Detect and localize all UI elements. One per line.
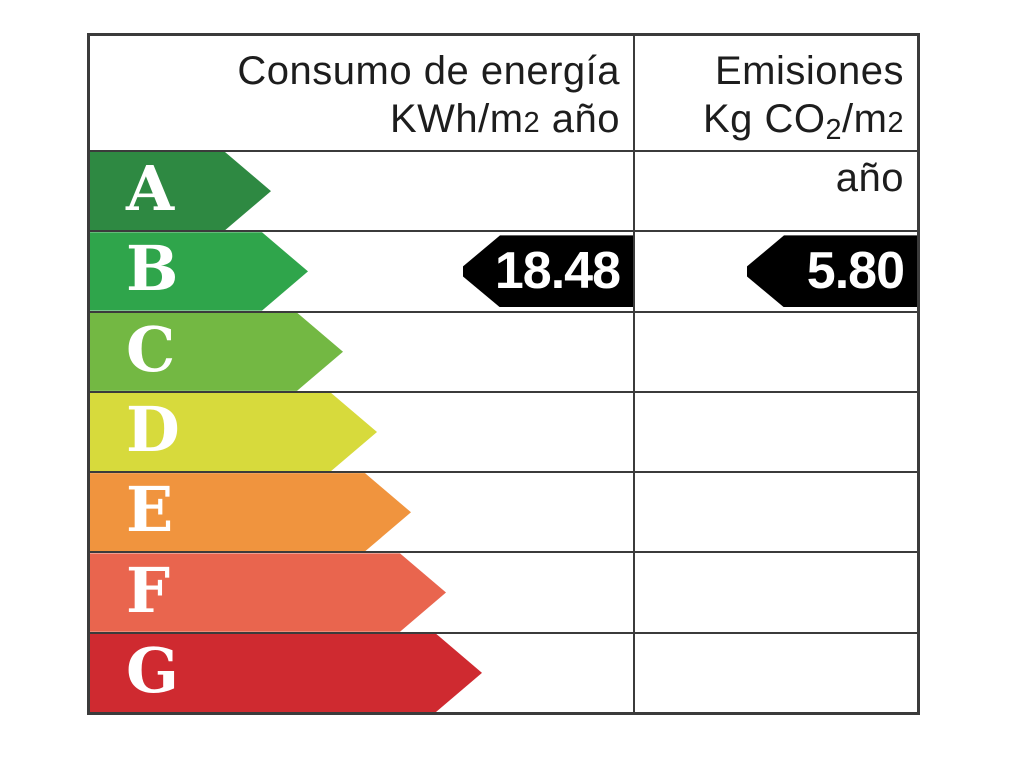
consumption-value-arrow: 18.48 [463, 235, 633, 308]
rating-row-consumption-cell: A 18.48 [90, 152, 633, 230]
energy-rating-label: Consumo de energía KWh/m2 año Emisiones … [87, 33, 920, 715]
rating-row-consumption-cell: C 18.48 [90, 313, 633, 391]
emissions-co2-subscript: 2 [825, 113, 843, 146]
consumption-header: Consumo de energía KWh/m2 año [90, 36, 633, 150]
rating-letter: F [126, 553, 171, 627]
consumption-value: 18.48 [494, 242, 621, 301]
rating-row-consumption-cell: D 18.48 [90, 393, 633, 471]
rating-row-emissions-cell: 5.80 [633, 633, 917, 712]
rating-row: C 18.48 5.80 [90, 310, 917, 391]
rating-arrow: A [90, 152, 271, 230]
rating-arrow: E [90, 473, 411, 551]
rating-rows: A 18.48 5.80 B 18.48 5.80 [90, 150, 917, 712]
rating-row-consumption-cell: B 18.48 [90, 232, 633, 310]
rating-row-emissions-cell: 5.80 [633, 312, 917, 391]
rating-row: D 18.48 5.80 [90, 390, 917, 472]
rating-letter: A [126, 152, 175, 226]
header-row: Consumo de energía KWh/m2 año Emisiones … [90, 36, 917, 200]
emissions-header: Emisiones Kg CO2/m2 año [633, 36, 917, 200]
rating-row: A 18.48 5.80 [90, 150, 917, 231]
rating-row-emissions-cell: 5.80 [633, 152, 917, 231]
consumption-unit: KWh/m2 año [390, 97, 620, 141]
rating-row-emissions-cell: 5.80 [633, 392, 917, 472]
rating-row: G 18.48 5.80 [90, 631, 917, 712]
emissions-title: Emisiones [714, 49, 904, 93]
rating-arrow: B [90, 232, 308, 310]
emissions-unit-exponent: 2 [887, 107, 904, 139]
emissions-unit: Kg CO2/m2 año [702, 97, 904, 200]
rating-row-consumption-cell: F 18.48 [90, 553, 633, 631]
emissions-value-arrow: 5.80 [747, 235, 917, 308]
rating-row-consumption-cell: G 18.48 [90, 634, 633, 712]
consumption-unit-exponent: 2 [523, 107, 541, 139]
rating-arrow: C [90, 313, 343, 391]
rating-arrow: D [90, 393, 377, 471]
rating-letter: E [126, 473, 174, 547]
rating-row-emissions-cell: 5.80 [633, 232, 917, 311]
consumption-title: Consumo de energía [237, 49, 620, 93]
rating-arrow: F [90, 553, 446, 631]
rating-letter: D [126, 393, 180, 467]
rating-letter: G [126, 633, 179, 707]
rating-row-consumption-cell: E 18.48 [90, 473, 633, 551]
rating-row: F 18.48 5.80 [90, 551, 917, 632]
rating-letter: C [126, 312, 176, 386]
rating-arrow: G [90, 634, 482, 712]
rating-row-emissions-cell: 5.80 [633, 553, 917, 632]
rating-letter: B [126, 232, 179, 306]
rating-row: E 18.48 5.80 [90, 471, 917, 552]
rating-row: B 18.48 5.80 [90, 230, 917, 311]
rating-row-emissions-cell: 5.80 [633, 473, 917, 552]
emissions-value: 5.80 [806, 242, 905, 301]
